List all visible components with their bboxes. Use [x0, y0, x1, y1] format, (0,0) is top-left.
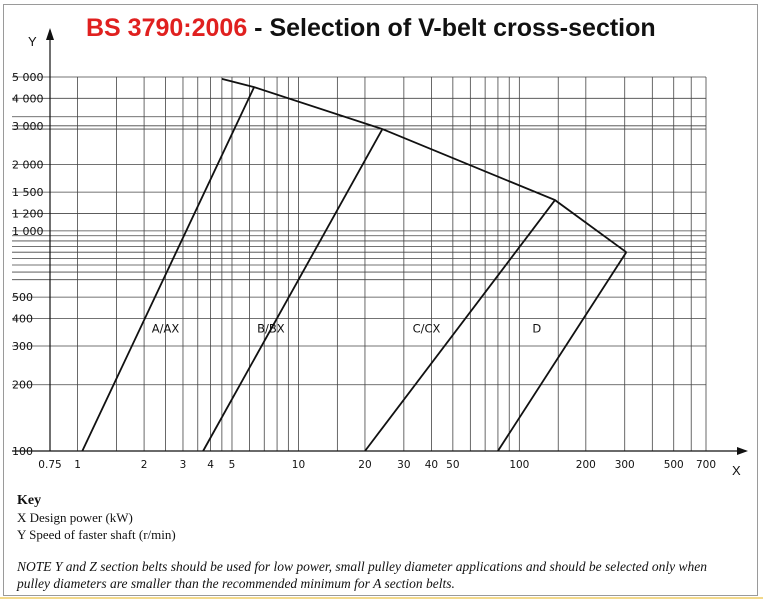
series-label-c-cx: C/CX [413, 322, 441, 336]
x-tick-label: 40 [425, 459, 438, 471]
note-section: NOTE Y and Z section belts should be use… [17, 558, 742, 592]
y-tick-label: 1 000 [12, 225, 44, 238]
title-rest: - Selection of V-belt cross-section [247, 14, 656, 42]
series-line-d [497, 251, 628, 452]
bottom-divider [0, 597, 763, 599]
x-tick-label: 20 [358, 459, 371, 471]
x-tick-label: 500 [664, 459, 684, 471]
x-tick-label: 10 [292, 459, 305, 471]
x-tick-label: 700 [696, 459, 716, 471]
x-tick-label: 0.75 [38, 459, 61, 471]
belt-selection-chart: Y X 0.75 1 2 3 4 5 10 20 30 40 50 100 200 300 500 700 100 2… [12, 28, 748, 478]
x-axis-label: X [732, 463, 741, 478]
x-tick-label: 1 [74, 459, 81, 471]
key-y-description: Y Speed of faster shaft (r/min) [17, 527, 176, 542]
y-tick-label: 400 [12, 312, 33, 325]
x-tick-label: 2 [141, 459, 148, 471]
x-tick-label: 300 [615, 459, 635, 471]
key-x-description: X Design power (kW) [17, 510, 133, 525]
series-label-d: D [532, 322, 541, 336]
x-tick-label: 100 [509, 459, 529, 471]
y-axis-arrow [46, 28, 54, 40]
x-tick-label: 5 [229, 459, 236, 471]
figure-frame [3, 4, 758, 596]
note-lead: NOTE [17, 559, 52, 574]
y-tick-label: 1 200 [12, 207, 44, 220]
series-line-envelope [221, 78, 627, 253]
y-tick-label: 200 [12, 379, 33, 392]
key-heading: Key [17, 493, 42, 508]
x-tick-label: 30 [397, 459, 410, 471]
y-tick-label: 100 [12, 445, 33, 458]
x-tick-label: 3 [180, 459, 187, 471]
page-title: BS 3790:2006 - Selection of V-belt cross… [86, 14, 656, 43]
x-tick-label: 4 [207, 459, 214, 471]
series-line-b-bx [202, 128, 384, 452]
key-section: Key X Design power (kW) Y Speed of faste… [17, 492, 176, 543]
series-label-a-ax: A/AX [152, 322, 180, 336]
series-label-b-bx: B/BX [257, 322, 285, 336]
y-tick-label: 2 000 [12, 159, 44, 172]
y-axis-label: Y [28, 34, 37, 49]
y-tick-label: 4 000 [12, 92, 44, 105]
note-text: Y and Z section belts should be used for… [17, 559, 707, 591]
y-tick-label: 300 [12, 340, 33, 353]
series-line-c-cx [364, 199, 556, 452]
x-tick-label: 200 [576, 459, 596, 471]
x-axis-arrow [737, 447, 748, 455]
title-standard: BS 3790:2006 [86, 14, 248, 42]
y-tick-label: 1 500 [12, 186, 44, 199]
y-tick-label: 3 000 [12, 120, 44, 133]
x-tick-label: 50 [446, 459, 459, 471]
y-tick-label: 500 [12, 291, 33, 304]
y-tick-label: 5 000 [12, 71, 44, 84]
series-line-a-ax [81, 86, 255, 452]
